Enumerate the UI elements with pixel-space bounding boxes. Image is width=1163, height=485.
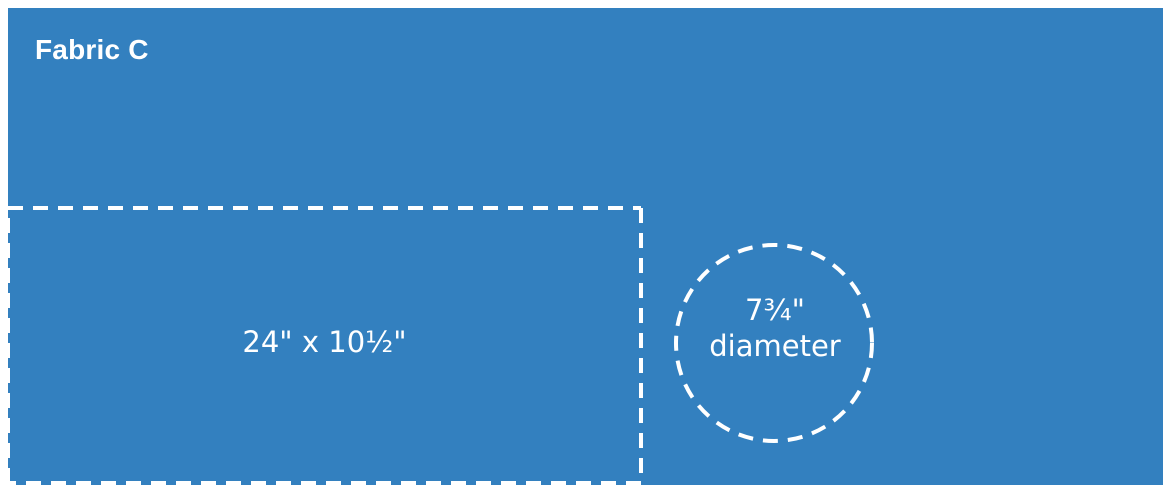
circle-dimension-label: 7¾" diameter <box>675 292 875 364</box>
fabric-panel <box>8 8 1163 485</box>
circle-caption: diameter <box>709 329 841 363</box>
fabric-title: Fabric C <box>35 34 149 65</box>
rectangle-dimension-label: 24" x 10½" <box>242 325 407 359</box>
circle-cut-outline <box>674 243 874 443</box>
circle-size: 7¾" <box>745 293 805 327</box>
rectangle-cut-outline <box>6 206 643 485</box>
